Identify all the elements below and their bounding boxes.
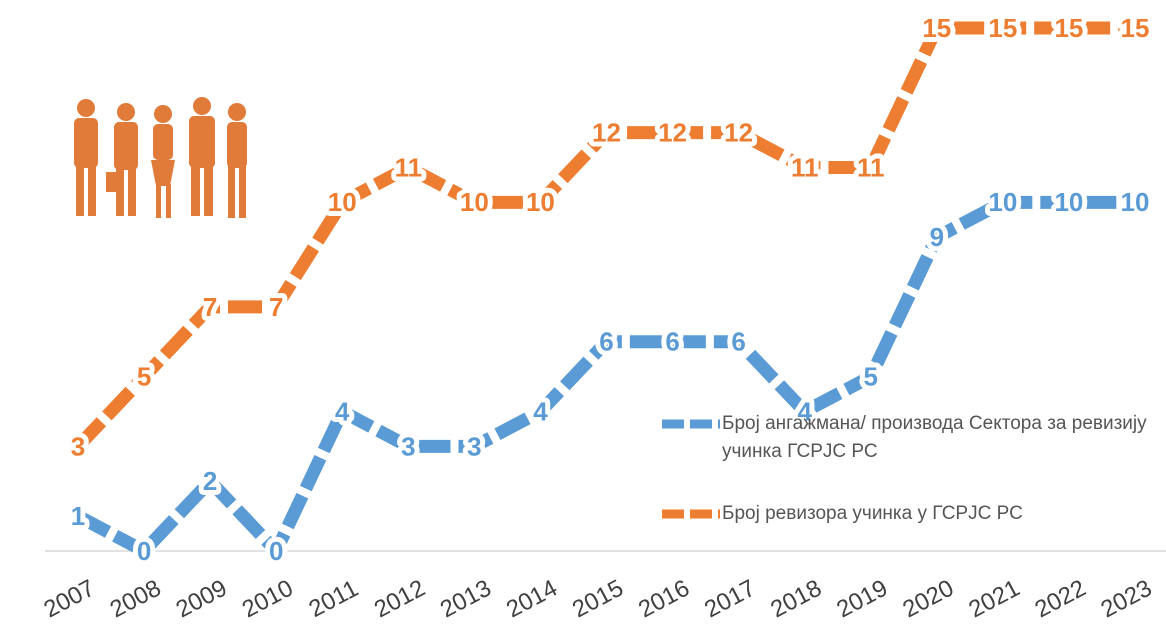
x-tick-label: 2023: [1097, 575, 1157, 624]
data-label: 12: [592, 117, 621, 147]
legend-item: Број ангажмана/ производа Сектора за рев…: [660, 410, 1162, 466]
data-label: 7: [203, 292, 217, 322]
data-label: 10: [988, 187, 1017, 217]
x-tick-label: 2011: [305, 575, 363, 623]
data-label: 4: [335, 396, 350, 426]
data-label: 2: [203, 466, 217, 496]
x-tick-label: 2009: [172, 575, 232, 624]
x-tick-label: 2008: [106, 575, 166, 624]
series-line: [78, 202, 1135, 551]
data-label: 10: [1054, 187, 1083, 217]
data-label: 3: [467, 431, 481, 461]
legend-item: Број ревизора учинка у ГСРЈС РС: [660, 500, 1162, 528]
data-label: 3: [401, 431, 415, 461]
chart: 2007200820092010201120122013201420152016…: [0, 0, 1166, 629]
x-tick-label: 2015: [568, 575, 628, 624]
data-label: 10: [526, 187, 555, 217]
data-label: 7: [269, 292, 283, 322]
page: {"chart_data": {"type": "line", "categor…: [0, 0, 1166, 629]
data-label: 12: [724, 117, 753, 147]
people-icon: [74, 97, 247, 218]
data-label: 6: [665, 327, 679, 357]
x-tick-label: 2012: [370, 575, 430, 624]
x-tick-label: 2016: [634, 575, 694, 624]
data-label: 11: [857, 152, 885, 182]
x-tick-label: 2021: [964, 575, 1024, 624]
x-tick-label: 2017: [700, 575, 760, 624]
legend-label: Број ангажмана/ производа Сектора за рев…: [722, 413, 1147, 462]
x-tick-label: 2020: [898, 575, 958, 624]
data-label: 6: [731, 327, 745, 357]
x-tick-label: 2013: [436, 575, 496, 624]
data-label: 12: [658, 117, 687, 147]
data-label: 10: [460, 187, 489, 217]
data-label: 5: [137, 362, 151, 392]
data-label: 15: [988, 13, 1017, 43]
x-tick-label: 2014: [502, 575, 562, 624]
data-label: 11: [791, 152, 819, 182]
data-label: 0: [137, 536, 151, 566]
data-label: 9: [930, 222, 944, 252]
data-label: 3: [71, 431, 85, 461]
x-tick-label: 2018: [766, 575, 826, 624]
data-label: 15: [1121, 13, 1150, 43]
x-tick-label: 2022: [1030, 575, 1090, 624]
series-line: [78, 28, 1135, 446]
data-label: 15: [922, 13, 951, 43]
legend-label: Број ревизора учинка у ГСРЈС РС: [722, 503, 1023, 524]
legend-swatch: [660, 506, 720, 522]
data-label: 11: [395, 152, 423, 182]
data-label: 5: [864, 362, 878, 392]
data-label: 4: [533, 396, 548, 426]
data-label: 10: [328, 187, 357, 217]
x-tick-label: 2019: [832, 575, 892, 624]
data-label: 0: [269, 536, 283, 566]
legend-swatch: [660, 416, 720, 432]
x-tick-label: 2007: [40, 575, 100, 624]
data-label: 1: [71, 501, 85, 531]
x-tick-label: 2010: [238, 575, 298, 624]
data-label: 10: [1121, 187, 1150, 217]
data-label: 15: [1054, 13, 1083, 43]
data-label: 6: [599, 327, 613, 357]
